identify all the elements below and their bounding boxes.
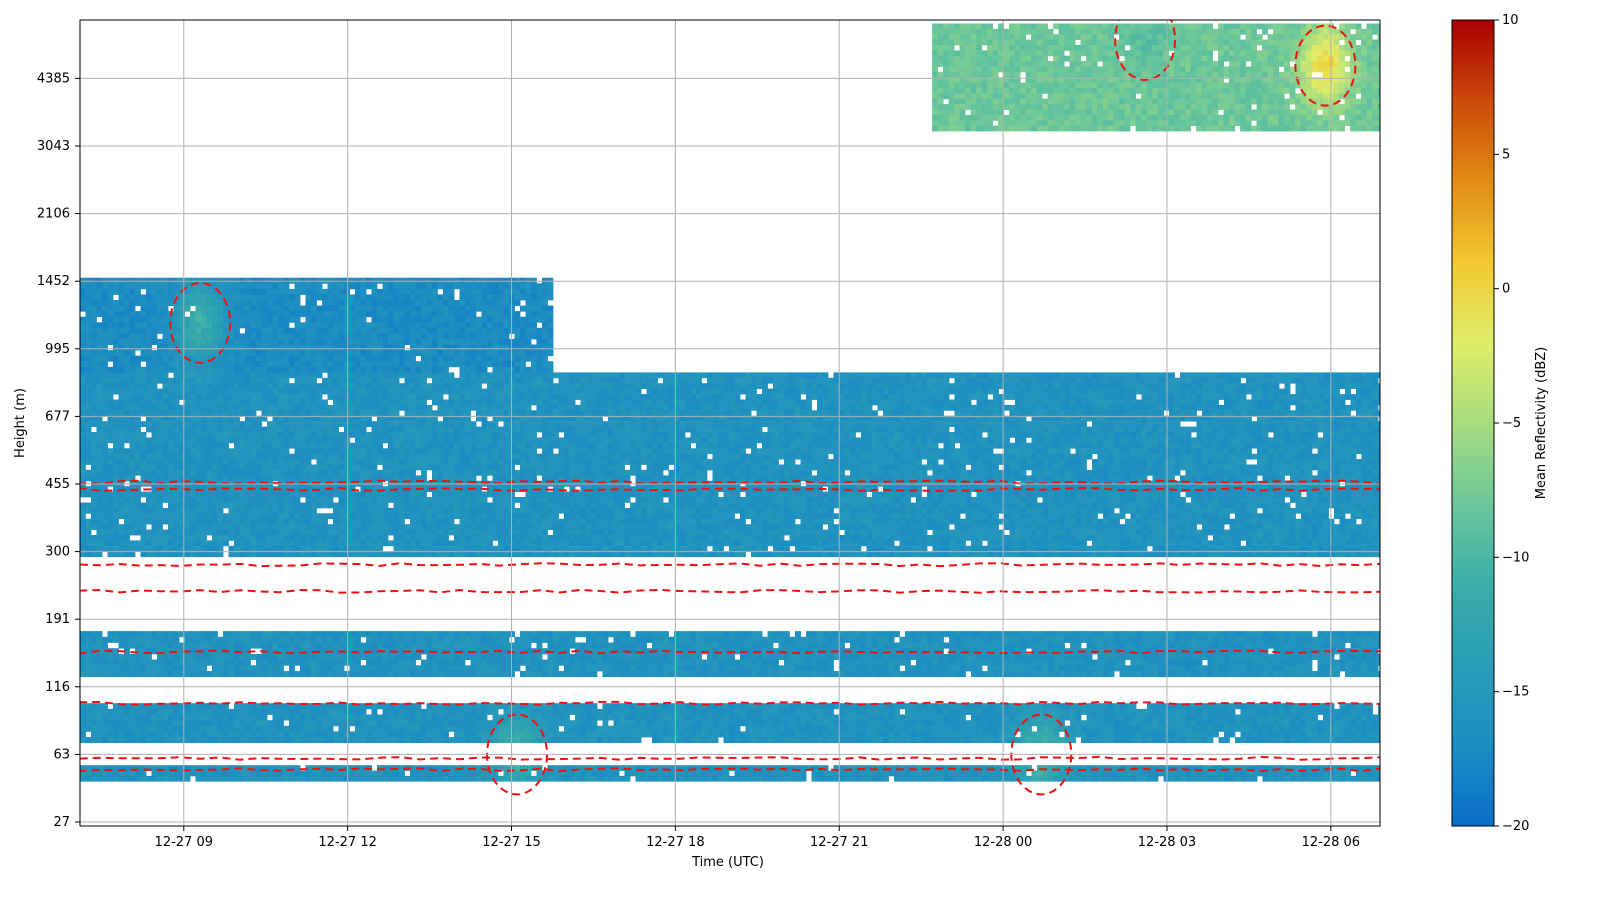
contour-line xyxy=(80,486,1380,492)
contour-ring xyxy=(1294,24,1357,107)
colorbar-axis: 10 5 0 −5 −10 −15 −20 xyxy=(1494,13,1529,834)
y-tick-label: 27 xyxy=(53,815,70,830)
x-tick-label: 12-27 15 xyxy=(482,835,540,850)
echo-layer-low-boundary xyxy=(80,765,1380,782)
y-tick-label: 116 xyxy=(45,680,70,695)
x-tick-label: 12-28 06 xyxy=(1302,835,1360,850)
colorbar-tick-label: −10 xyxy=(1502,550,1529,565)
y-tick-label: 1452 xyxy=(37,274,70,289)
colorbar-tick-label: 5 xyxy=(1502,147,1510,162)
y-tick-label: 455 xyxy=(45,477,70,492)
contour-ring xyxy=(1114,20,1177,81)
echo-layer-boundary-layer xyxy=(80,372,1380,558)
plot-frame xyxy=(79,19,1381,827)
colorbar-tick-label: −5 xyxy=(1502,416,1521,431)
echo-layer-low-boundary-2 xyxy=(80,703,1380,744)
x-tick-label: 12-27 12 xyxy=(318,835,376,850)
y-tick-label: 677 xyxy=(45,409,70,424)
grid-lines xyxy=(80,20,1380,826)
y-axis-label: Height (m) xyxy=(13,388,28,458)
contour-ring xyxy=(169,281,232,364)
x-tick-label: 12-28 00 xyxy=(974,835,1032,850)
colorbar-label: Mean Reflectivity (dBZ) xyxy=(1534,347,1549,500)
contour-layer xyxy=(80,20,1380,796)
echo-layer-mid-boundary xyxy=(80,631,1380,678)
colorbar-tick-label: 10 xyxy=(1502,13,1519,28)
x-axis-label: Time (UTC) xyxy=(691,855,764,870)
contour-line xyxy=(80,700,1380,706)
y-axis: 27 63 116 191 300 455 677 995 1452 2106 3043 4385 xyxy=(37,71,80,830)
x-tick-label: 12-27 21 xyxy=(810,835,868,850)
colorbar-tick-label: −20 xyxy=(1502,819,1529,834)
y-tick-label: 3043 xyxy=(37,139,70,154)
contour-line xyxy=(80,755,1380,761)
x-tick-label: 12-27 18 xyxy=(646,835,704,850)
contour-line xyxy=(80,562,1380,568)
y-tick-label: 191 xyxy=(45,612,70,627)
y-tick-label: 995 xyxy=(45,342,70,357)
y-tick-label: 4385 xyxy=(37,71,70,86)
y-tick-label: 2106 xyxy=(37,207,70,222)
colorbar-tick-label: −15 xyxy=(1502,685,1529,700)
contour-line xyxy=(80,649,1380,655)
contour-line xyxy=(80,588,1380,594)
x-tick-label: 12-27 09 xyxy=(155,835,213,850)
colorbar-tick-label: 0 xyxy=(1502,282,1510,297)
colorbar xyxy=(1451,19,1495,827)
x-tick-label: 12-28 03 xyxy=(1138,835,1196,850)
x-axis: 12-27 09 12-27 12 12-27 15 12-27 18 12-27 21… xyxy=(155,826,1360,850)
contour-line xyxy=(80,767,1380,773)
echo-layer-upper-cloud xyxy=(932,23,1380,132)
contour-line xyxy=(80,479,1380,485)
y-tick-label: 63 xyxy=(53,747,70,762)
y-tick-label: 300 xyxy=(45,545,70,560)
echo-layer-morning-cloud xyxy=(80,277,554,373)
heatmap-layer xyxy=(80,23,1380,782)
